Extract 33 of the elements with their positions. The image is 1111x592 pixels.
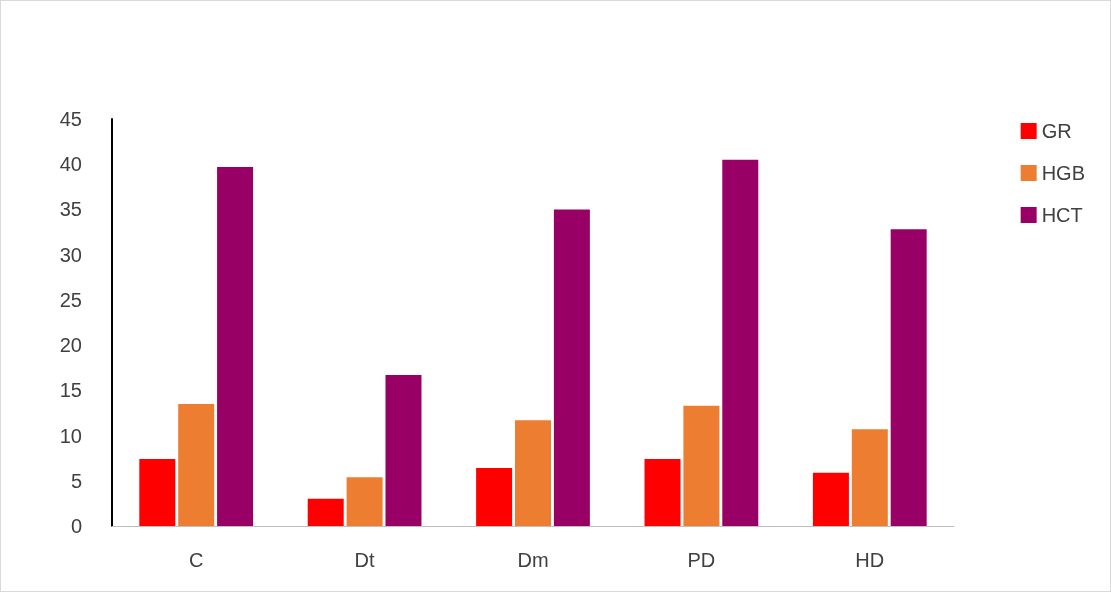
x-tick-label: C (188, 549, 204, 571)
legend-label: GR (1041, 120, 1072, 142)
y-tick-label: 5 (70, 469, 82, 492)
y-tick-label: 0 (70, 515, 82, 537)
bar (307, 498, 344, 526)
y-tick-label: 30 (59, 243, 82, 266)
y-tick-label: 40 (59, 153, 82, 176)
bar (346, 477, 383, 526)
y-tick-label: 45 (59, 108, 82, 130)
legend-label: HCT (1041, 204, 1083, 226)
bar (515, 420, 551, 526)
bar (178, 403, 215, 526)
bar (139, 459, 176, 526)
bar (644, 459, 681, 526)
bar (812, 472, 849, 526)
x-tick-label: Dt (354, 549, 376, 571)
bar (890, 229, 927, 526)
bar (851, 429, 888, 526)
y-tick-label: 35 (59, 198, 82, 221)
x-tick-label: PD (687, 549, 716, 571)
bar (385, 374, 422, 526)
bar (553, 209, 590, 526)
bar (217, 166, 254, 526)
y-tick-label: 10 (59, 424, 82, 447)
bar (476, 468, 513, 526)
y-tick-label: 20 (59, 334, 82, 357)
x-tick-label: HD (855, 549, 885, 571)
y-tick-label: 25 (59, 288, 82, 311)
x-tick-label: Dm (517, 549, 549, 571)
bar (722, 159, 759, 526)
legend-label: HGB (1041, 162, 1085, 184)
y-tick-label: 15 (59, 379, 82, 402)
bar (683, 405, 720, 526)
